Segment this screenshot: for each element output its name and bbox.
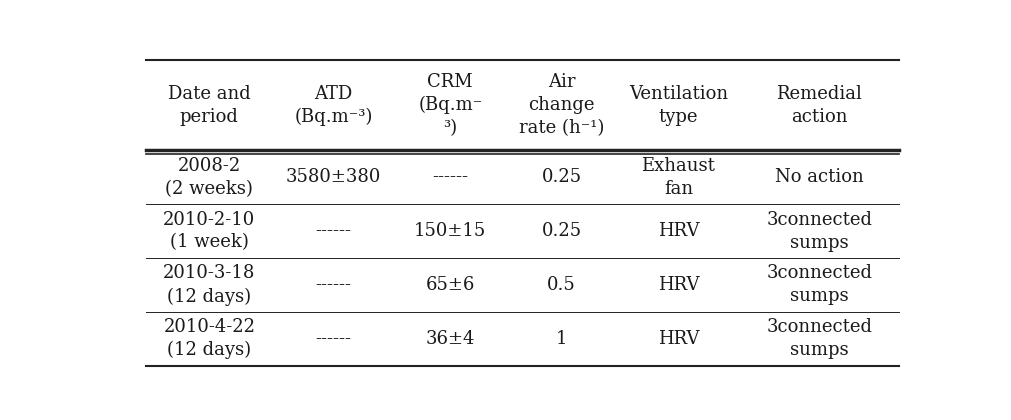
Text: ------: ------ <box>315 276 351 294</box>
Text: Ventilation
type: Ventilation type <box>628 85 727 126</box>
Text: 1: 1 <box>555 330 567 348</box>
Text: Date and
period: Date and period <box>168 85 251 126</box>
Text: 2010-3-18
(12 days): 2010-3-18 (12 days) <box>163 264 256 305</box>
Text: 3connected
sumps: 3connected sumps <box>765 210 871 252</box>
Text: 3connected
sumps: 3connected sumps <box>765 318 871 359</box>
Text: 2010-2-10
(1 week): 2010-2-10 (1 week) <box>163 210 255 252</box>
Text: HRV: HRV <box>657 330 699 348</box>
Text: ------: ------ <box>315 330 351 348</box>
Text: ------: ------ <box>315 222 351 240</box>
Text: No action: No action <box>774 168 862 186</box>
Text: Air
change
rate (h⁻¹): Air change rate (h⁻¹) <box>519 73 604 137</box>
Text: Exhaust
fan: Exhaust fan <box>641 157 715 198</box>
Text: CRM
(Bq.m⁻
³): CRM (Bq.m⁻ ³) <box>418 73 482 137</box>
Text: Remedial
action: Remedial action <box>775 85 861 126</box>
Text: 150±15: 150±15 <box>413 222 486 240</box>
Text: 0.5: 0.5 <box>547 276 575 294</box>
Text: 36±4: 36±4 <box>426 330 474 348</box>
Text: 0.25: 0.25 <box>541 168 581 186</box>
Text: 3580±380: 3580±380 <box>286 168 381 186</box>
Text: 65±6: 65±6 <box>426 276 474 294</box>
Text: HRV: HRV <box>657 222 699 240</box>
Text: HRV: HRV <box>657 276 699 294</box>
Text: 0.25: 0.25 <box>541 222 581 240</box>
Text: ATD
(Bq.m⁻³): ATD (Bq.m⁻³) <box>294 84 372 126</box>
Text: 2010-4-22
(12 days): 2010-4-22 (12 days) <box>163 318 255 360</box>
Text: 2008-2
(2 weeks): 2008-2 (2 weeks) <box>165 157 253 198</box>
Text: 3connected
sumps: 3connected sumps <box>765 265 871 305</box>
Text: ------: ------ <box>432 168 468 186</box>
